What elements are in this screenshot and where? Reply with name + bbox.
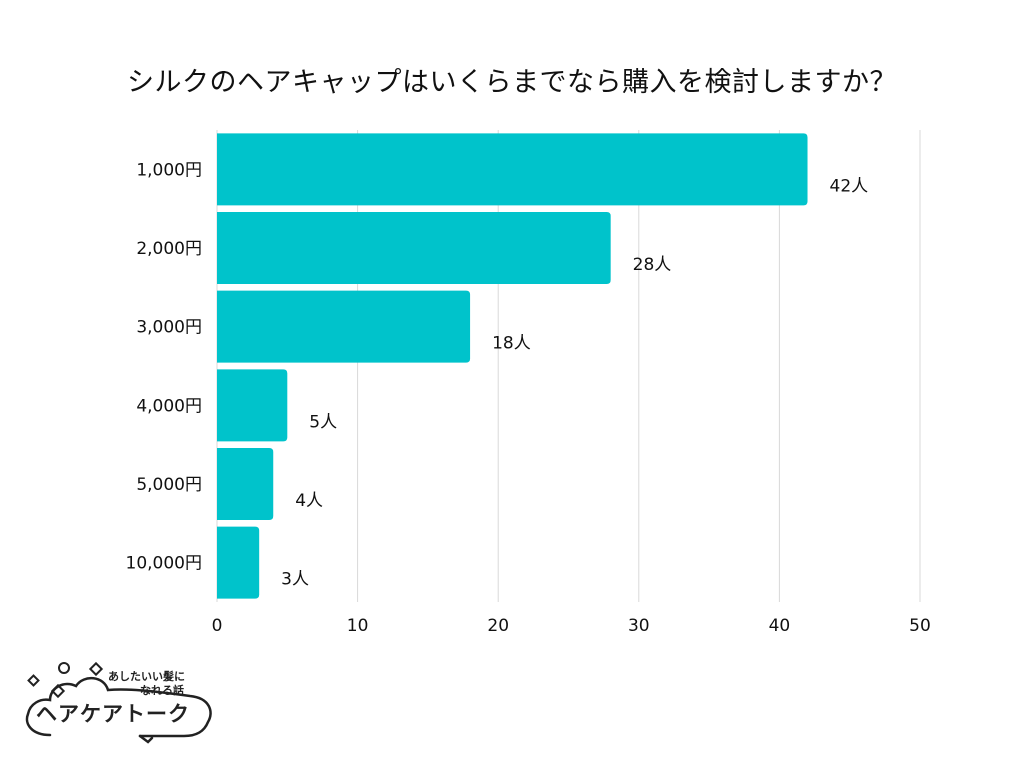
x-tick-label: 10	[347, 616, 369, 636]
value-label: 4人	[295, 491, 323, 511]
logo-tagline-2: なれる話	[140, 684, 184, 697]
category-label: 1,000円	[136, 160, 202, 180]
bar	[217, 369, 288, 442]
brand-logo: あしたいい髪に なれる話 ヘアケアトーク	[20, 658, 220, 748]
value-labels: 42人 28人 18人 5人 4人 3人	[281, 176, 868, 589]
x-tick-label: 40	[769, 616, 791, 636]
logo-tagline-1: あしたいい髪に	[108, 670, 185, 683]
bar	[217, 526, 260, 599]
category-label: 3,000円	[136, 318, 202, 338]
x-tick-label: 0	[212, 616, 223, 636]
x-axis-tick-labels: 0 10 20 30 40 50	[212, 616, 931, 636]
category-label: 10,000円	[126, 554, 202, 574]
bar	[217, 290, 471, 363]
value-label: 28人	[633, 255, 672, 275]
bar	[217, 448, 274, 520]
bar	[217, 133, 808, 206]
bars	[217, 133, 808, 599]
category-labels: 1,000円 2,000円 3,000円 4,000円 5,000円 10,000円	[126, 160, 202, 573]
x-tick-label: 30	[628, 616, 650, 636]
bar	[217, 212, 611, 284]
category-label: 2,000円	[136, 239, 202, 259]
value-label: 18人	[492, 334, 531, 354]
logo-cloud-icon	[25, 661, 212, 744]
logo-name: ヘアケアトーク	[36, 702, 190, 726]
chart-title: シルクのヘアキャップはいくらまでなら購入を検討しますか？	[127, 67, 897, 98]
value-label: 42人	[830, 176, 869, 196]
grid-lines	[216, 130, 921, 602]
value-label: 5人	[309, 412, 337, 432]
x-tick-label: 50	[909, 616, 931, 636]
value-label: 3人	[281, 570, 309, 590]
x-tick-label: 20	[487, 616, 509, 636]
category-label: 5,000円	[136, 475, 202, 495]
category-label: 4,000円	[136, 396, 202, 416]
